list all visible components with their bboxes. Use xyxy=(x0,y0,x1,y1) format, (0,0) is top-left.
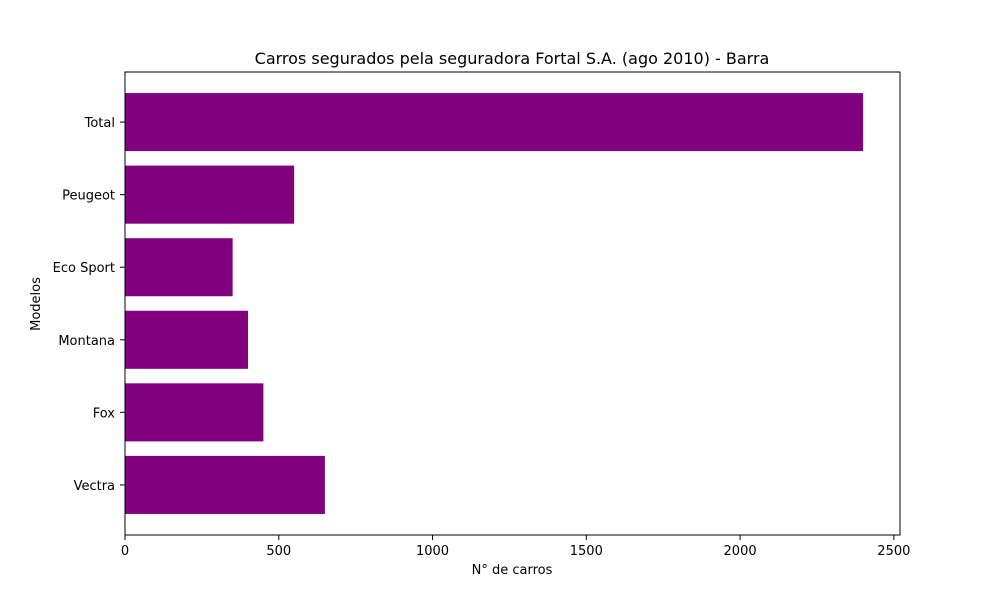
bar-montana xyxy=(125,310,249,369)
x-tick-label: 2000 xyxy=(724,544,757,559)
x-tick-label: 2500 xyxy=(877,544,910,559)
x-tick-label: 0 xyxy=(121,544,129,559)
bar-vectra xyxy=(125,455,325,514)
x-tick-label: 1500 xyxy=(570,544,603,559)
y-tick-label: Fox xyxy=(93,406,116,421)
x-axis-ticks: 0 500 1000 1500 2000 2500 xyxy=(121,535,910,559)
plot-frame xyxy=(124,71,901,536)
x-axis-label: N° de carros xyxy=(472,563,553,578)
y-tick-label: Eco Sport xyxy=(53,261,115,276)
bar-fox xyxy=(125,383,264,442)
bar-eco-sport xyxy=(125,238,233,297)
y-tick-label: Vectra xyxy=(74,479,115,494)
y-tick-label: Montana xyxy=(58,334,115,349)
bar-total xyxy=(125,93,864,152)
x-tick-label: 1000 xyxy=(416,544,449,559)
y-axis-label: Modelos xyxy=(29,277,44,331)
y-tick-label: Total xyxy=(84,116,115,131)
bars-layer xyxy=(125,93,864,514)
x-tick-label: 500 xyxy=(266,544,291,559)
bar-peugeot xyxy=(125,165,295,224)
y-tick-label: Peugeot xyxy=(62,189,115,204)
chart-title: Carros segurados pela seguradora Fortal … xyxy=(255,49,770,68)
y-axis-ticks: Vectra Fox Montana Eco Sport Peugeot Total xyxy=(53,116,125,494)
